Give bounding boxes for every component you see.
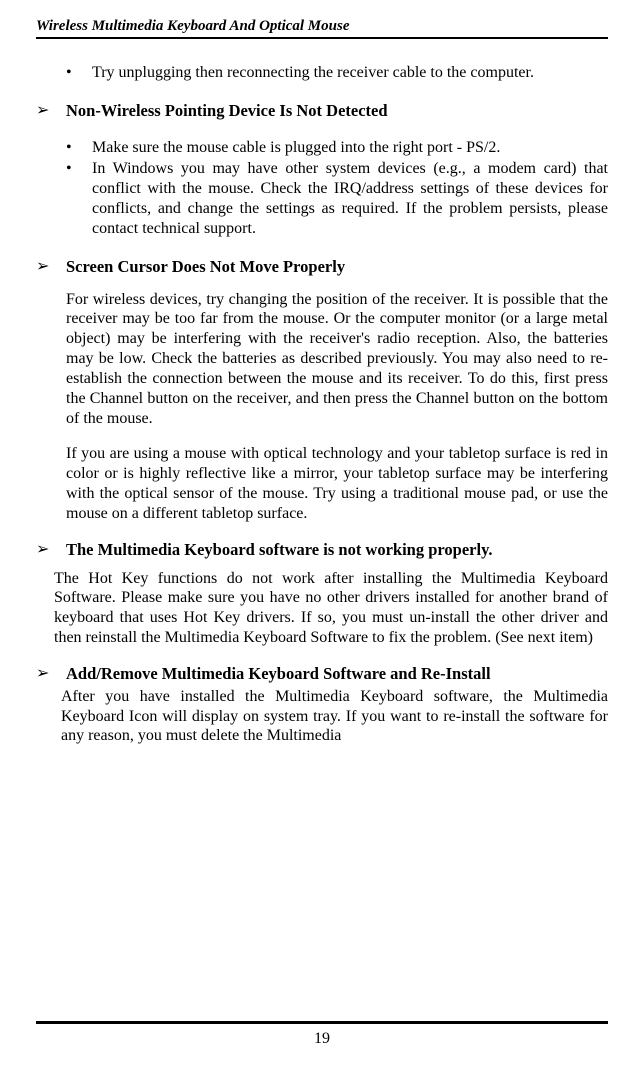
paragraph: After you have installed the Multimedia … — [36, 687, 608, 746]
bullet-list-1: Try unplugging then reconnecting the rec… — [36, 63, 608, 83]
page-header: Wireless Multimedia Keyboard And Optical… — [36, 18, 608, 39]
section-heading-2: Screen Cursor Does Not Move Properly — [36, 257, 608, 278]
list-item: In Windows you may have other system dev… — [36, 159, 608, 238]
page-number: 19 — [36, 1030, 608, 1048]
paragraph: For wireless devices, try changing the p… — [36, 290, 608, 429]
section-title: Add/Remove Multimedia Keyboard Software … — [66, 664, 491, 683]
page-content: Try unplugging then reconnecting the rec… — [36, 63, 608, 746]
paragraph: If you are using a mouse with optical te… — [36, 444, 608, 523]
section-title: The Multimedia Keyboard software is not … — [66, 540, 493, 559]
bullet-list-2: Make sure the mouse cable is plugged int… — [36, 138, 608, 239]
footer-rule — [36, 1021, 608, 1024]
list-item: Try unplugging then reconnecting the rec… — [36, 63, 608, 83]
section-title: Non-Wireless Pointing Device Is Not Dete… — [66, 101, 388, 120]
page-footer: 19 — [36, 1021, 608, 1048]
section-title: Screen Cursor Does Not Move Properly — [66, 257, 345, 276]
section-heading-3: The Multimedia Keyboard software is not … — [36, 540, 608, 561]
section-heading-1: Non-Wireless Pointing Device Is Not Dete… — [36, 101, 608, 122]
section-heading-4: Add/Remove Multimedia Keyboard Software … — [36, 664, 608, 685]
paragraph: The Hot Key functions do not work after … — [36, 569, 608, 648]
list-item: Make sure the mouse cable is plugged int… — [36, 138, 608, 158]
